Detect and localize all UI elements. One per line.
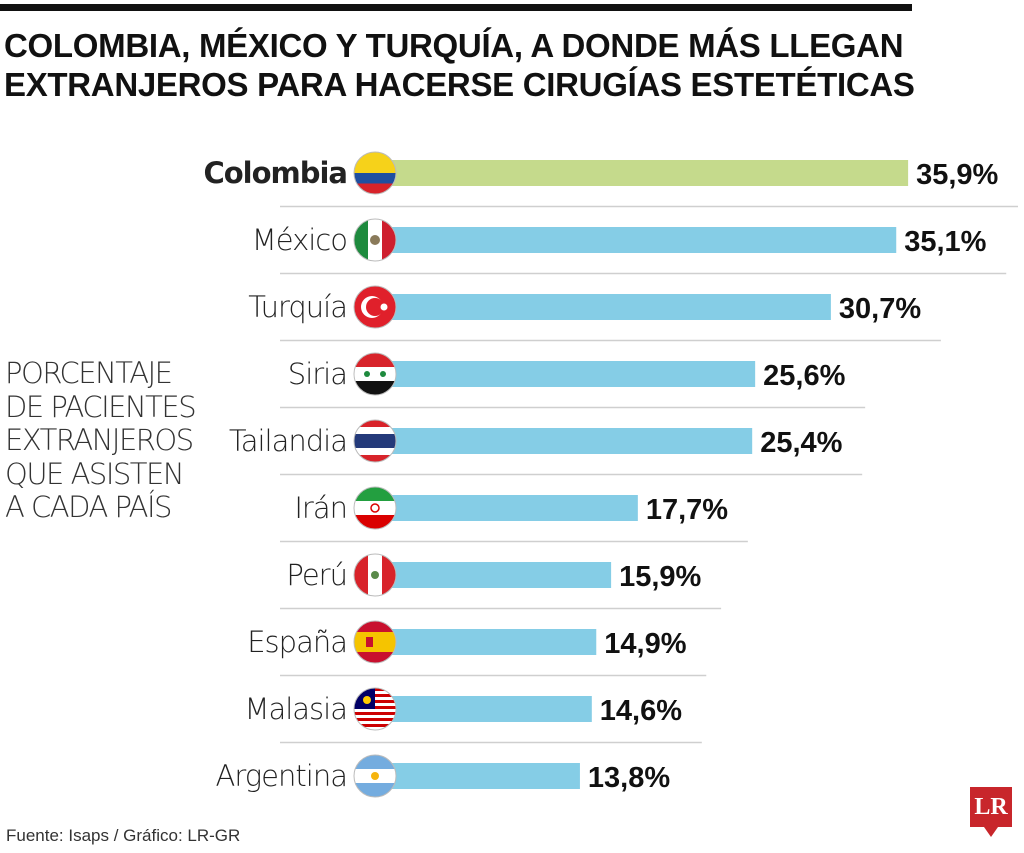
- category-label: Malasia: [244, 692, 347, 726]
- category-label: Colombia: [203, 156, 347, 190]
- lr-logo: LR: [970, 787, 1012, 837]
- flag-stripe: [354, 718, 396, 721]
- flag-crescent: [363, 696, 371, 704]
- value-label: 17,7%: [646, 494, 728, 526]
- flag-stripe: [354, 724, 396, 727]
- thailand-flag-icon: [354, 420, 396, 462]
- flag-outline: [353, 754, 397, 798]
- flag-outline: [353, 218, 397, 262]
- flag-stripe: [354, 501, 396, 515]
- category-label: España: [247, 625, 347, 659]
- peru-flag-icon: [354, 554, 396, 596]
- flag-stripe: [354, 712, 396, 715]
- category-label: Tailandia: [229, 424, 347, 458]
- flag-stripe: [354, 173, 396, 184]
- flag-outline: [353, 419, 397, 463]
- value-label: 25,6%: [763, 360, 845, 392]
- bar-malasia: [375, 696, 592, 722]
- flag-stripe: [354, 353, 396, 367]
- spain-flag-icon: [354, 621, 396, 663]
- side-label: PORCENTAJE DE PACIENTES EXTRANJEROS QUE …: [5, 356, 197, 525]
- syria-flag-icon: [354, 353, 396, 395]
- bar-irán: [375, 495, 638, 521]
- category-label: Perú: [286, 558, 347, 592]
- title-line-1: COLOMBIA, MÉXICO Y TURQUÍA, A DONDE MÁS …: [4, 27, 904, 64]
- flag-outline: [353, 151, 397, 195]
- flag-emblem: [366, 637, 373, 647]
- side-label-line: A CADA PAÍS: [5, 490, 172, 524]
- flag-outline: [353, 486, 397, 530]
- flag-sun: [371, 772, 379, 780]
- flag-stripe: [354, 183, 396, 194]
- flag-emblem: [370, 235, 380, 245]
- category-label: Siria: [288, 357, 347, 391]
- flag-stripe: [354, 219, 368, 261]
- turkey-flag-icon: [354, 286, 396, 328]
- bar-argentina: [375, 763, 580, 789]
- malaysia-flag-icon: [354, 688, 396, 730]
- flag-stripe: [354, 632, 396, 652]
- flag-outline: [353, 553, 397, 597]
- bar-méxico: [375, 227, 897, 253]
- argentina-flag-icon: [354, 755, 396, 797]
- value-label: 30,7%: [839, 293, 921, 325]
- category-label: Irán: [294, 491, 347, 525]
- iran-flag-icon: [354, 487, 396, 529]
- bar-perú: [375, 562, 612, 588]
- side-label-line: QUE ASISTEN: [5, 456, 185, 491]
- top-rule: [0, 4, 912, 11]
- source-note: Fuente: Isaps / Gráfico: LR-GR: [6, 826, 241, 845]
- bar-turquía: [375, 294, 831, 320]
- flag-star: [380, 371, 386, 377]
- side-label-line: PORCENTAJE: [5, 356, 173, 390]
- side-label-line: DE PACIENTES: [5, 389, 197, 424]
- value-label: 13,8%: [588, 762, 670, 794]
- bar-colombia: [375, 160, 909, 186]
- colombia-flag-icon: [354, 152, 396, 194]
- flag-star: [364, 371, 370, 377]
- bar-españa: [375, 629, 597, 655]
- flag-star: [380, 303, 388, 311]
- value-label: 35,1%: [904, 226, 986, 258]
- title-line-2: EXTRANJEROS PARA HACERSE CIRUGÍAS ESTETÉ…: [4, 66, 915, 103]
- flag-outline: [353, 352, 397, 396]
- category-label: Argentina: [216, 759, 347, 793]
- side-label-line: EXTRANJEROS: [5, 423, 194, 457]
- value-label: 14,6%: [600, 695, 682, 727]
- flag-emblem: [371, 571, 379, 579]
- flag-outline: [353, 285, 397, 329]
- category-label: Turquía: [248, 290, 347, 324]
- flag-stripe: [354, 367, 396, 381]
- flag-stripe: [354, 434, 396, 448]
- category-label: México: [252, 223, 347, 257]
- flag-crescent: [366, 298, 384, 316]
- flag-outline: [353, 687, 397, 731]
- value-label: 25,4%: [760, 427, 842, 459]
- chart-title: COLOMBIA, MÉXICO Y TURQUÍA, A DONDE MÁS …: [4, 26, 1014, 104]
- bar-siria: [375, 361, 756, 387]
- flag-stripe: [354, 152, 396, 173]
- value-label: 35,9%: [916, 159, 998, 191]
- flag-stripe: [382, 219, 396, 261]
- value-label: 14,9%: [604, 628, 686, 660]
- flag-stripe: [354, 487, 396, 501]
- bar-tailandia: [375, 428, 753, 454]
- value-label: 15,9%: [619, 561, 701, 593]
- flag-stripe: [354, 515, 396, 529]
- flag-emblem: [370, 503, 380, 513]
- flag-stripe: [354, 381, 396, 395]
- flag-outline: [353, 620, 397, 664]
- mexico-flag-icon: [354, 219, 396, 261]
